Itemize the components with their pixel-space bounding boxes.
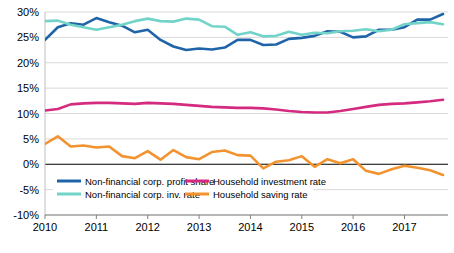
series-group — [45, 14, 443, 175]
series-line — [45, 19, 443, 37]
x-tick — [404, 215, 405, 219]
x-tick-label: 2017 — [392, 221, 416, 233]
legend-swatch — [185, 180, 209, 183]
x-tick — [250, 215, 251, 219]
grid-line — [45, 138, 448, 139]
grid-line — [45, 37, 448, 38]
x-tick — [45, 215, 46, 219]
series-line — [45, 14, 443, 50]
x-tick — [96, 215, 97, 219]
x-axis — [45, 215, 448, 216]
x-tick-label: 2014 — [238, 221, 262, 233]
grid-line — [45, 113, 448, 114]
grid-line — [45, 88, 448, 89]
y-tick-label: 20% — [17, 57, 39, 69]
series-line — [45, 136, 443, 175]
x-tick — [147, 215, 148, 219]
x-tick-label: 2016 — [341, 221, 365, 233]
grid-line — [45, 215, 448, 216]
legend-label: Household saving rate — [213, 189, 308, 200]
y-tick-label: 25% — [17, 31, 39, 43]
x-tick-label: 2013 — [187, 221, 211, 233]
legend-swatch — [57, 193, 81, 196]
legend: Non-financial corp. profit share Non-fina… — [53, 175, 326, 202]
legend-label: Non-financial corp. profit share — [85, 176, 214, 187]
x-tick — [353, 215, 354, 219]
x-tick — [301, 215, 302, 219]
y-tick-label: 10% — [17, 108, 39, 120]
x-tick-label: 2012 — [135, 221, 159, 233]
y-tick-label: 0% — [23, 158, 39, 170]
series-line — [45, 100, 443, 113]
y-tick-label: -5% — [19, 184, 39, 196]
legend-swatch — [57, 180, 81, 183]
legend-swatch — [185, 193, 209, 196]
y-axis — [45, 12, 46, 215]
x-tick-label: 2015 — [290, 221, 314, 233]
x-tick — [199, 215, 200, 219]
y-tick-label: 30% — [17, 6, 39, 18]
grid-line — [45, 12, 448, 13]
legend-label: Household investment rate — [213, 176, 326, 187]
x-tick-label: 2011 — [85, 221, 109, 233]
y-tick-label: 5% — [23, 133, 39, 145]
y-tick-label: -10% — [13, 209, 39, 221]
grid-line — [45, 62, 448, 63]
x-tick-label: 2010 — [33, 221, 57, 233]
y-tick-label: 15% — [17, 82, 39, 94]
chart: -10% -5% 0% 5% 10% 15% 20% 25% 30% 2010 2011 2012 20… — [0, 0, 454, 253]
grid-line — [45, 164, 448, 165]
legend-label: Non-financial corp. inv. rate — [85, 189, 200, 200]
